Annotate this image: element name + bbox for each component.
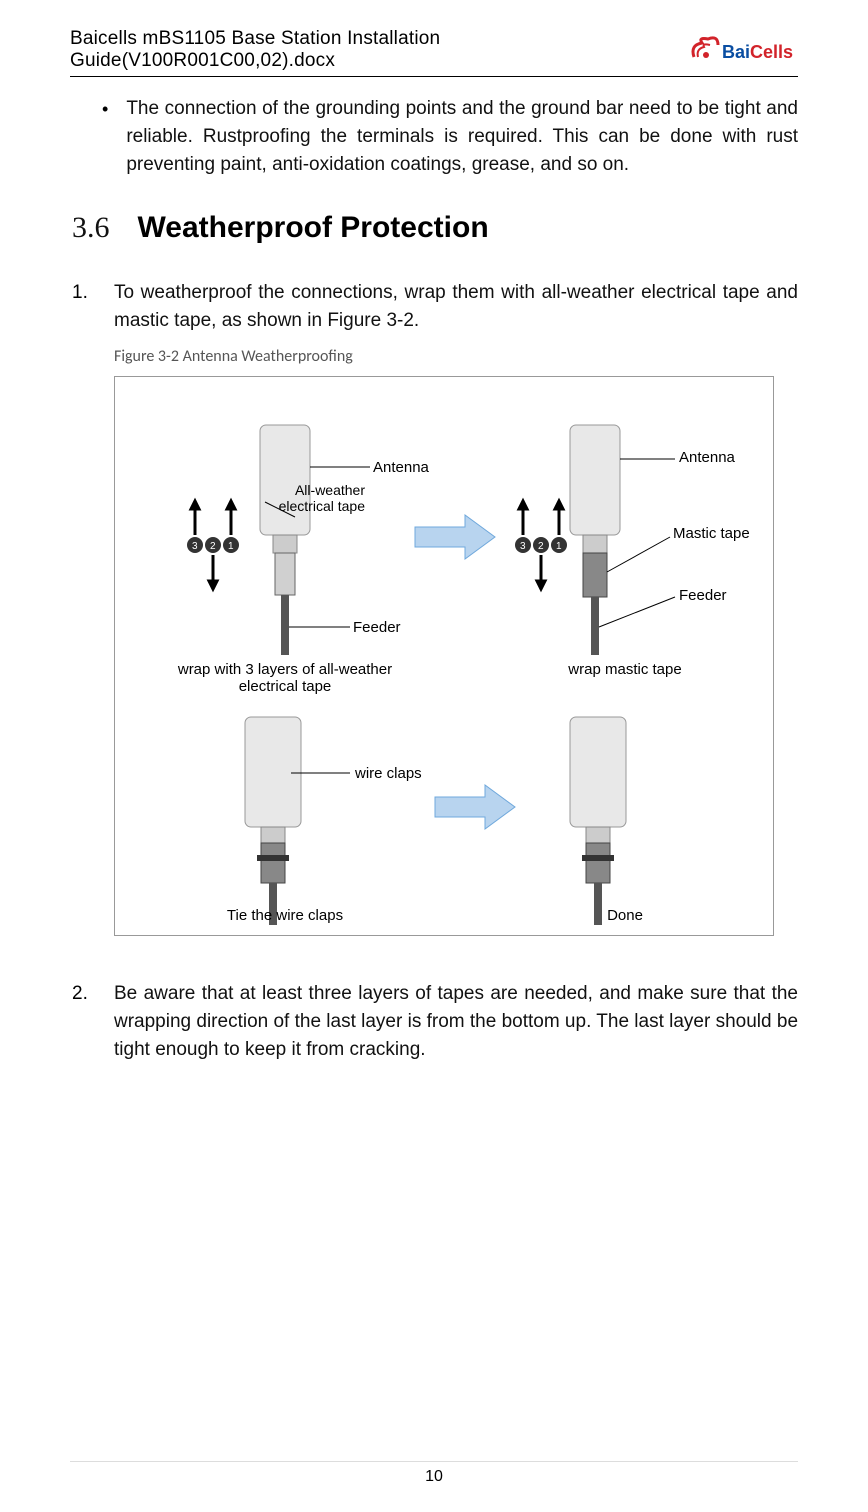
label-mastic: Mastic tape bbox=[673, 525, 750, 542]
item-text: To weatherproof the connections, wrap th… bbox=[114, 279, 798, 335]
figure-caption: Figure 3-2 Antenna Weatherproofing bbox=[114, 347, 798, 366]
caption-tie: Tie the wire claps bbox=[155, 907, 415, 924]
label-feeder-left: Feeder bbox=[353, 619, 401, 636]
caption-wrapmastic: wrap mastic tape bbox=[495, 661, 755, 678]
panel-top-right: 3 2 1 bbox=[515, 425, 675, 655]
arrow-right-top bbox=[415, 515, 495, 559]
bullet-list: • The connection of the grounding points… bbox=[70, 95, 798, 179]
numbered-list-2: 2. Be aware that at least three layers o… bbox=[70, 980, 798, 1064]
svg-text:2: 2 bbox=[210, 541, 216, 552]
logo-text-cells: Cells bbox=[750, 42, 793, 62]
svg-text:2: 2 bbox=[538, 541, 544, 552]
item-number: 2. bbox=[72, 980, 94, 1064]
bullet-text: The connection of the grounding points a… bbox=[126, 95, 798, 179]
section-heading: 3.6 Weatherproof Protection bbox=[72, 211, 798, 245]
item-text: Be aware that at least three layers of t… bbox=[114, 980, 798, 1064]
panel-top-left: 3 2 1 bbox=[187, 425, 370, 655]
label-wireclaps: wire claps bbox=[355, 765, 422, 782]
figure-3-2: 3 2 1 bbox=[114, 376, 774, 936]
label-allweather: All-weather electrical tape bbox=[265, 482, 365, 514]
panel-bottom-left bbox=[245, 717, 350, 925]
page-header: Baicells mBS1105 Base Station Installati… bbox=[70, 0, 798, 77]
document-title: Baicells mBS1105 Base Station Installati… bbox=[70, 28, 688, 72]
label-feeder-right: Feeder bbox=[679, 587, 727, 604]
item-number: 1. bbox=[72, 279, 94, 335]
page-number: 10 bbox=[70, 1461, 798, 1486]
svg-text:1: 1 bbox=[556, 541, 562, 552]
logo: Bai Cells bbox=[688, 33, 798, 67]
svg-text:3: 3 bbox=[192, 541, 198, 552]
numbered-list: 1. To weatherproof the connections, wrap… bbox=[70, 279, 798, 335]
svg-text:3: 3 bbox=[520, 541, 526, 552]
label-antenna-right: Antenna bbox=[679, 449, 735, 466]
list-item: 1. To weatherproof the connections, wrap… bbox=[72, 279, 798, 335]
baicells-logo-icon: Bai Cells bbox=[688, 33, 798, 67]
panel-bottom-right bbox=[570, 717, 626, 925]
arrow-right-bottom bbox=[435, 785, 515, 829]
section-title: Weatherproof Protection bbox=[138, 211, 489, 245]
caption-wrap3: wrap with 3 layers of all-weather electr… bbox=[155, 661, 415, 695]
label-antenna-left: Antenna bbox=[373, 459, 429, 476]
weatherproofing-diagram: 3 2 1 bbox=[115, 377, 775, 937]
list-item: 2. Be aware that at least three layers o… bbox=[72, 980, 798, 1064]
section-number: 3.6 bbox=[72, 211, 110, 245]
logo-text-bai: Bai bbox=[722, 42, 750, 62]
caption-done: Done bbox=[495, 907, 755, 924]
svg-text:1: 1 bbox=[228, 541, 234, 552]
bullet-marker: • bbox=[102, 95, 108, 179]
